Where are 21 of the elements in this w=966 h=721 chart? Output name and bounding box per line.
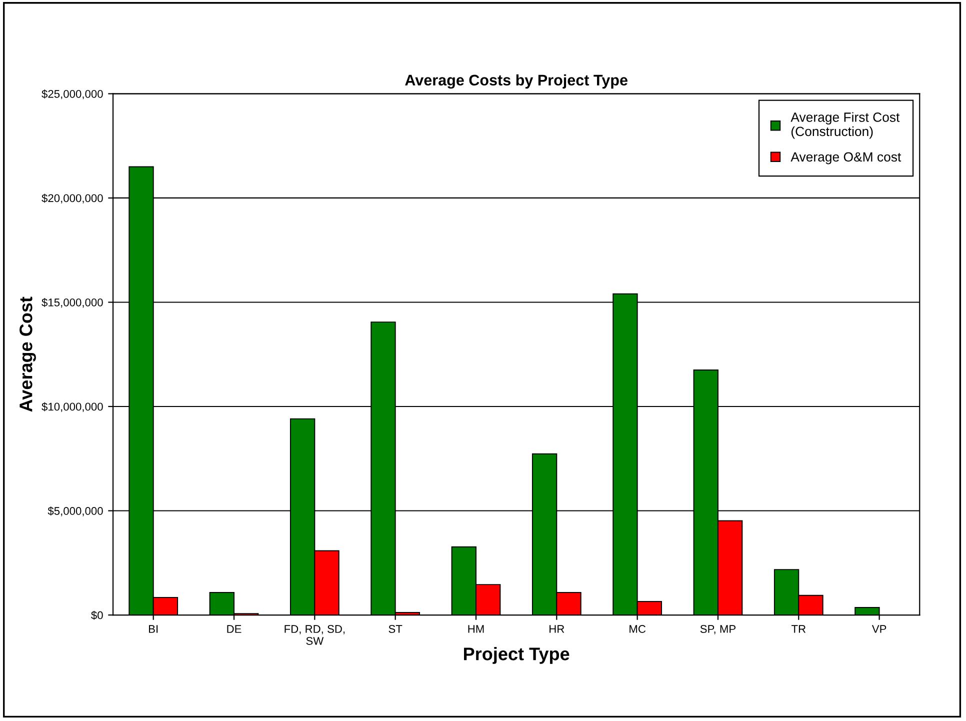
x-tick-label: HM xyxy=(468,625,484,633)
x-tick-label: TR xyxy=(791,625,806,633)
legend-label: Average O&M cost xyxy=(790,152,902,164)
y-tick-label: $5,000,000 xyxy=(48,506,103,516)
x-tick-label: DE xyxy=(227,625,242,633)
x-tick-label: HR xyxy=(550,625,564,633)
x-axis-title: Project Type xyxy=(464,647,570,664)
x-tick-label: SP, MP xyxy=(700,625,736,634)
legend-label: Average First Cost (Construction) xyxy=(790,112,900,139)
x-tick-label: FD, RD, SD, SW xyxy=(284,625,345,645)
y-axis-title: Average Cost xyxy=(20,296,36,412)
x-tick-label: VP xyxy=(872,625,886,633)
x-tick-label: ST xyxy=(388,625,402,633)
y-tick-label: $10,000,000 xyxy=(42,402,103,412)
x-tick-label: BI xyxy=(149,625,158,633)
y-tick-label: $0 xyxy=(91,610,103,620)
chart-title: Average Costs by Project Type xyxy=(405,74,628,89)
y-tick-label: $15,000,000 xyxy=(42,298,103,308)
y-tick-label: $20,000,000 xyxy=(42,194,103,204)
x-tick-label: MC xyxy=(630,625,646,633)
y-tick-label: $25,000,000 xyxy=(42,90,103,100)
